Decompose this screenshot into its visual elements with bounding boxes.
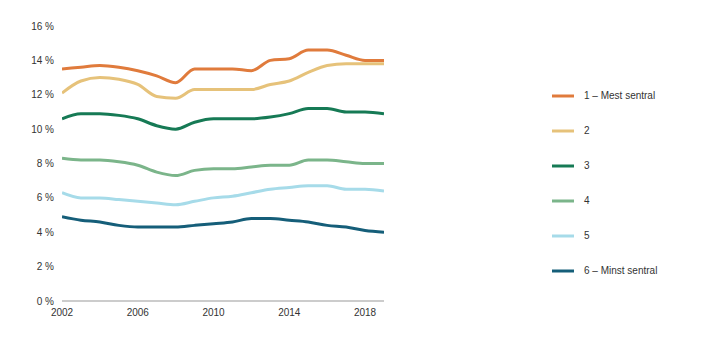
svg-text:2 %: 2 %	[37, 261, 54, 272]
svg-text:2010: 2010	[202, 307, 225, 318]
svg-text:2018: 2018	[354, 307, 377, 318]
html-text:4: 4	[584, 195, 590, 206]
svg-text:2006: 2006	[127, 307, 150, 318]
svg-text:12 %: 12 %	[31, 89, 54, 100]
svg-text:6 %: 6 %	[37, 192, 54, 203]
html-text:5: 5	[584, 230, 590, 241]
svg-text:4 %: 4 %	[37, 227, 54, 238]
html-text:6 – Minst sentral: 6 – Minst sentral	[584, 265, 658, 276]
svg-text:0 %: 0 %	[37, 296, 54, 307]
svg-text:2002: 2002	[51, 307, 74, 318]
html-text:1 – Mest sentral: 1 – Mest sentral	[584, 90, 656, 101]
svg-text:10 %: 10 %	[31, 124, 54, 135]
svg-text:14 %: 14 %	[31, 55, 54, 66]
svg-text:16 %: 16 %	[31, 21, 54, 32]
html-text:3: 3	[584, 160, 590, 171]
svg-text:8 %: 8 %	[37, 158, 54, 169]
html-text:2: 2	[584, 125, 590, 136]
svg-text:2014: 2014	[278, 307, 301, 318]
